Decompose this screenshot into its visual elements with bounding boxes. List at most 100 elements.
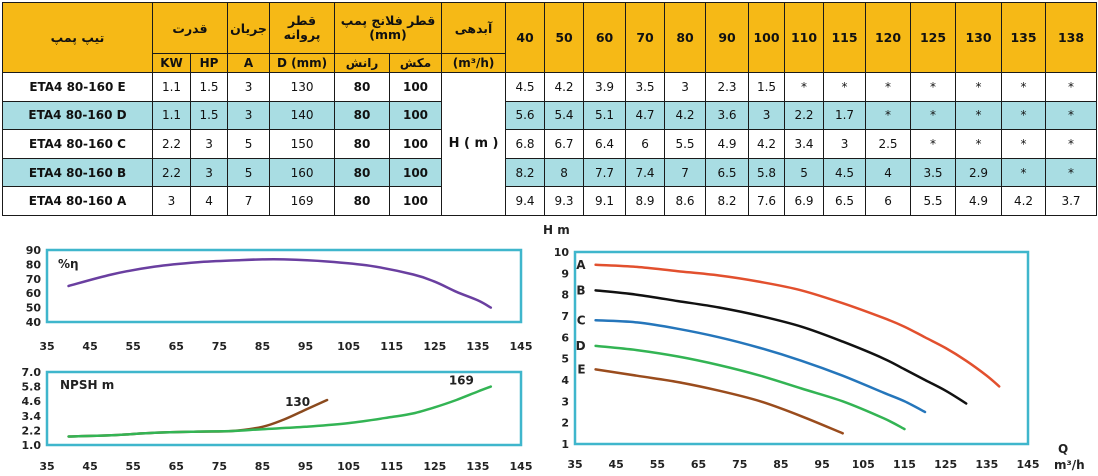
x-tick-label: 55 [650,458,665,471]
head-value-cell: 5.4 [544,100,585,131]
head-value-cell: * [955,72,1003,102]
head-value-cell: 8 [544,157,585,188]
head-value-cell: * [1045,100,1098,131]
impeller-cell: 140 [269,100,336,131]
head-value-cell: 8.2 [505,157,546,188]
y-tick-label: 5.8 [22,381,42,394]
hp-cell: 1.5 [189,72,229,102]
header-model: تیپ پمپ [2,2,153,73]
head-value-cell: 2.2 [784,100,825,131]
head-value-cell: * [1045,129,1098,159]
x-tick-label: 145 [510,340,533,353]
head-value-cell: 5.8 [748,157,786,188]
head-value-cell: 5.5 [910,186,957,216]
flow-header: 130 [955,2,1003,73]
y-tick-label: 7.0 [22,366,42,379]
flow-header: 125 [910,2,957,73]
npsh-axis-label: NPSH m [60,378,114,392]
header-impeller: قطر پروانه [269,2,336,54]
table-row: ETA4 80-160 E 1.1 1.5 3 130 80 100 H ( m ) 4.5 4.… [2,72,1098,216]
head-value-cell: 3 [748,100,786,131]
hp-cell: 4 [189,186,229,216]
head-value-cell: * [1001,72,1047,102]
x-tick-label: 65 [169,340,184,353]
head-value-cell: 4 [865,157,912,188]
current-cell: 3 [227,72,271,102]
flow-header: 100 [748,2,786,73]
x-tick-label: 95 [298,460,313,473]
head-value-cell: 7 [664,157,707,188]
impeller-cell: 169 [269,186,336,216]
x-tick-label: 65 [691,458,706,471]
head-value-cell: 3.5 [910,157,957,188]
model-cell: ETA4 80-160 C [2,129,153,159]
x-tick-label: 75 [212,340,227,353]
head-value-cell: 4.2 [664,100,707,131]
head-value-cell: 4.2 [748,129,786,159]
x-tick-label: 145 [1017,458,1040,471]
head-value-cell: 4.9 [955,186,1003,216]
table-row: ETA4 80-160 B 2.2 3 5 160 80 100 8.2 8 7.7 7.4 7 6.5… [2,157,1098,188]
y-tick-label: 6 [561,331,569,344]
y-tick-label: 4.6 [22,395,42,408]
current-cell: 3 [227,100,271,131]
plot-frame [573,250,1030,446]
head-value-cell: 1.5 [748,72,786,102]
efficiency-axis-label: %η [58,257,79,271]
hp-cell: 3 [189,157,229,188]
head-value-cell: 6.9 [784,186,825,216]
header-dmm: D (mm) [269,53,336,73]
header-amp: A [227,53,271,73]
plot-frame [45,248,523,324]
x-tick-label: 115 [380,340,403,353]
npsh-chart: 7.0 5.84.6 3.42.2 1.0 35 45 55 65 75 85 95 105 115 12… [22,366,533,473]
y-tick-label: 3 [561,395,569,408]
discharge-cell: 80 [334,157,391,188]
x-tick-label: 55 [126,340,141,353]
head-value-cell: * [1001,100,1047,131]
y-tick-label: 7 [561,310,569,323]
head-value-cell: 8.2 [705,186,750,216]
header-suction: مکش [389,53,443,73]
series-line-169 [67,385,493,438]
header-kw: KW [152,53,191,73]
y-tick-label: 10 [554,246,570,259]
header-flow: آبدهی [441,2,507,54]
series-line-D [594,344,906,431]
series-line-A [594,263,1001,388]
head-value-cell: 5.6 [505,100,546,131]
head-value-cell: 3 [823,129,867,159]
discharge-cell: 80 [334,100,391,131]
head-unit-label: H ( m ) [441,72,507,216]
head-value-cell: 6.8 [505,129,546,159]
series-label: 130 [285,395,310,409]
header-power: قدرت [151,2,229,54]
y-tick-label: 1 [561,438,569,451]
head-value-cell: 4.5 [505,72,546,102]
hp-cell: 1.5 [189,100,229,131]
impeller-cell: 130 [269,72,336,102]
model-cell: ETA4 80-160 E [2,72,153,102]
plot-frame [45,370,523,447]
flow-header: 110 [784,2,825,73]
head-value-cell: * [910,100,957,131]
flow-header: 138 [1045,2,1098,73]
y-tick-label: 2.2 [22,424,42,437]
kw-cell: 1.1 [152,72,191,102]
kw-cell: 2.2 [152,129,191,159]
series-label: B [576,283,585,297]
head-value-cell: * [1045,157,1098,188]
head-value-cell: * [955,129,1003,159]
head-value-cell: 9.1 [583,186,627,216]
x-tick-label: 45 [82,460,97,473]
table-row: ETA4 80-160 D 1.1 1.5 3 140 80 100 5.6 5.4 5.1 4.7… [2,100,1098,131]
x-tick-label: 105 [337,340,360,353]
y-tick-label: 5 [561,353,569,366]
discharge-cell: 80 [334,186,391,216]
x-tick-label: 85 [773,458,788,471]
series-line-eta [67,257,493,309]
head-value-cell: 6.7 [544,129,585,159]
head-value-cell: 6 [865,186,912,216]
header-flange: قطر فلانج پمپ (mm) [334,2,443,54]
head-value-cell: 5.5 [664,129,707,159]
